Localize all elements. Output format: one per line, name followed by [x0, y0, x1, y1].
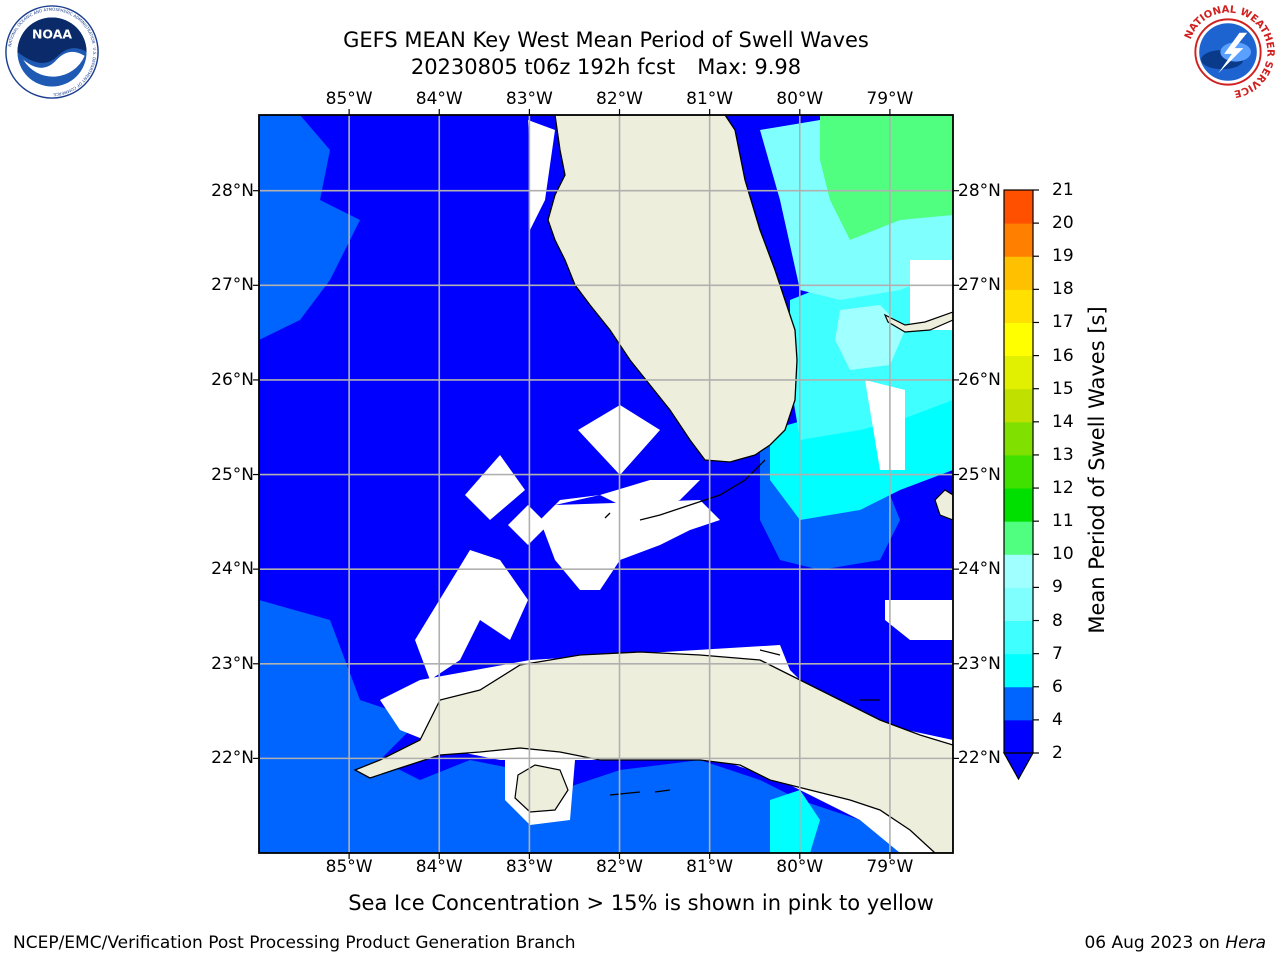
colorbar-segment: [1004, 355, 1033, 390]
credit-text: NCEP/EMC/Verification Post Processing Pr…: [13, 933, 576, 953]
ocean-4-6s-west: [259, 115, 360, 340]
grand-bahama-land: [883, 311, 953, 333]
lat-label-left: 28°N: [211, 180, 254, 201]
colorbar-tick-label: 20: [1052, 213, 1074, 234]
colorbar-tick-label: 6: [1052, 676, 1063, 697]
colorbar-segment: [1004, 454, 1033, 489]
colorbar-segment: [1004, 686, 1033, 721]
colorbar-tick-label: 7: [1052, 643, 1063, 664]
colorbar-segment: [1004, 587, 1033, 622]
date-text: 06 Aug 2023 on: [1084, 933, 1220, 953]
colorbar-segment: [1004, 190, 1033, 224]
lon-label-top: 82°W: [596, 89, 643, 109]
colorbar-tick-label: 12: [1052, 478, 1074, 499]
colorbar-tick-label: 16: [1052, 345, 1074, 366]
lat-label-right: 28°N: [958, 180, 1001, 201]
colorbar-tick-label: 4: [1052, 709, 1063, 730]
colorbar-outline: [1003, 189, 1034, 754]
lon-label-top: 79°W: [866, 89, 914, 109]
lat-label-left: 23°N: [211, 653, 254, 674]
lat-label-right: 25°N: [958, 464, 1001, 485]
lon-label-bot: 84°W: [415, 857, 463, 877]
colorbar: [1002, 189, 1039, 781]
colorbar-label: Mean Period of Swell Waves [s]: [1085, 306, 1109, 634]
lon-label-bot: 81°W: [686, 857, 734, 877]
lat-label-right: 27°N: [958, 275, 1001, 296]
isla-de-la-juventud-land: [514, 764, 569, 813]
noaa-logo: NOAA NATIONAL OCEANIC AND ATMOSPHERIC AD…: [5, 5, 99, 99]
colorbar-tick-label: 18: [1052, 279, 1074, 300]
nws-logo: NATIONAL WEATHER SERVICE: [1181, 4, 1275, 99]
colorbar-tick-label: 8: [1052, 610, 1063, 631]
colorbar-segment: [1004, 620, 1033, 655]
map-frame: [258, 114, 954, 854]
colorbar-tick-label: 15: [1052, 378, 1074, 399]
colorbar-tick-label: 14: [1052, 411, 1074, 432]
chart-subtitle: 20230805 t06z 192h fcst Max: 9.98: [256, 55, 956, 79]
colorbar-segment: [1004, 388, 1033, 423]
florida-land: [547, 115, 798, 463]
noaa-logo-text: NOAA: [32, 27, 72, 42]
colorbar-segment: [1004, 289, 1033, 323]
lat-label-right: 24°N: [958, 559, 1001, 580]
max-label: Max: 9.98: [697, 55, 802, 79]
florida-keys: [604, 459, 880, 796]
colorbar-segment: [1004, 421, 1033, 456]
colorbar-segment: [1004, 223, 1033, 257]
lon-label-top: 85°W: [325, 89, 373, 109]
lon-label-bot: 82°W: [596, 857, 643, 877]
colorbar-tick-label: 9: [1052, 577, 1063, 598]
colorbar-tick-label: 13: [1052, 444, 1074, 465]
lon-label-bot: 85°W: [325, 857, 373, 877]
date-stamp: 06 Aug 2023 on Hera: [1084, 933, 1266, 953]
colorbar-tick-label: 17: [1052, 312, 1074, 333]
ocean-6-7s-south: [770, 790, 820, 853]
colorbar-segment: [1004, 521, 1033, 555]
colorbar-tick-label: 11: [1052, 511, 1074, 532]
ocean-9-10s-northeast: [820, 115, 953, 240]
colorbar-tick-label: 19: [1052, 246, 1074, 267]
run-label: 20230805 t06z 192h fcst: [410, 55, 676, 79]
colorbar-tick-label: 2: [1052, 743, 1063, 763]
sea-ice-note: Sea Ice Concentration > 15% is shown in …: [348, 891, 934, 915]
gridlines: [259, 115, 953, 853]
lat-label-left: 24°N: [211, 559, 254, 580]
lat-label-right: 22°N: [958, 748, 1001, 769]
colorbar-tick-label: 21: [1052, 180, 1074, 200]
host-text: Hera: [1225, 933, 1266, 953]
lon-label-bot: 79°W: [866, 857, 914, 877]
lat-label-left: 22°N: [211, 748, 254, 769]
colorbar-segment: [1004, 256, 1033, 290]
swell-period-field: [259, 115, 953, 853]
lat-label-right: 26°N: [958, 369, 1001, 390]
lat-label-left: 26°N: [211, 369, 254, 390]
colorbar-segment: [1004, 653, 1033, 688]
lon-label-bot: 80°W: [776, 857, 824, 877]
lat-label-right: 23°N: [958, 653, 1001, 674]
lon-label-top: 80°W: [776, 89, 824, 109]
lon-label-top: 81°W: [686, 89, 734, 109]
lon-label-bot: 83°W: [505, 857, 553, 877]
colorbar-segment: [1004, 554, 1033, 588]
lat-label-left: 27°N: [211, 275, 254, 296]
lon-label-top: 83°W: [505, 89, 553, 109]
lat-label-left: 25°N: [211, 464, 254, 485]
cuba-land: [353, 651, 953, 853]
colorbar-tick-label: 10: [1052, 544, 1074, 565]
chart-title: GEFS MEAN Key West Mean Period of Swell …: [343, 28, 869, 52]
axis-ticks: [253, 109, 959, 859]
colorbar-segment: [1004, 322, 1033, 357]
ocean-4-6s-south: [259, 600, 953, 853]
colorbar-segment: [1004, 488, 1033, 522]
lon-label-top: 84°W: [415, 89, 463, 109]
andros-land: [934, 489, 953, 521]
colorbar-segment: [1004, 719, 1033, 754]
